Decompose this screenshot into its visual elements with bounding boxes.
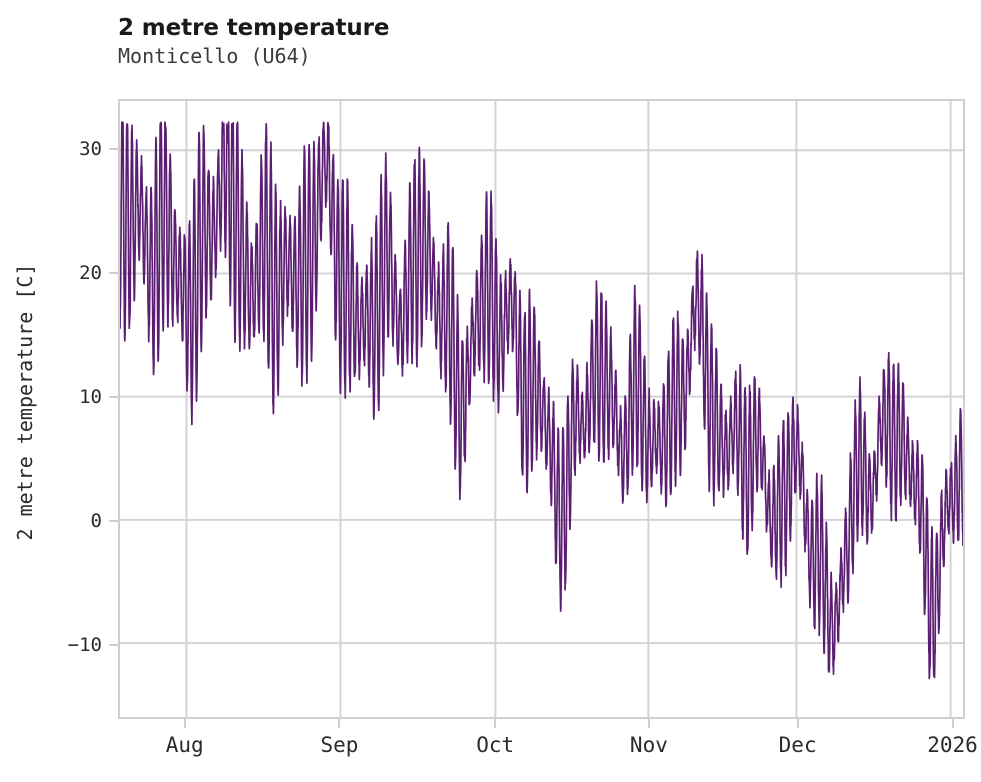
x-axis-tick-mark	[647, 719, 650, 728]
temperature-line-path	[120, 121, 963, 680]
temperature-series-line	[120, 121, 963, 680]
chart-subtitle: Monticello (U64)	[118, 44, 311, 68]
page-title: 2 metre temperature	[118, 15, 390, 41]
title-block: 2 metre temperature Monticello (U64)	[118, 14, 818, 69]
x-axis-tick-label: 2026	[927, 733, 978, 757]
x-axis-tick-label: Nov	[629, 733, 668, 757]
x-axis-tick-mark	[796, 719, 799, 728]
y-axis-tick-mark	[109, 271, 118, 274]
y-axis-tick-label: 30	[79, 137, 102, 160]
x-axis-tick-label: Dec	[778, 733, 817, 757]
plot-area	[118, 99, 965, 719]
y-axis-tick-marks	[108, 99, 118, 719]
y-axis-tick-mark	[109, 147, 118, 150]
x-axis-tick-label: Aug	[165, 733, 204, 757]
x-axis-tick-label: Oct	[476, 733, 515, 757]
y-axis-tick-mark	[109, 395, 118, 398]
y-axis-tick-labels: 30 20 10 0 −10	[0, 99, 102, 719]
x-axis-tick-label: Sep	[320, 733, 359, 757]
y-axis-tick-label: −10	[67, 633, 102, 656]
y-axis-tick-label: 20	[79, 261, 102, 284]
x-axis-tick-labels: Aug Sep Oct Nov Dec 2026	[118, 733, 978, 773]
x-axis-tick-marks	[118, 719, 965, 729]
x-axis-tick-mark	[951, 719, 954, 728]
y-axis-tick-mark	[109, 643, 118, 646]
y-axis-tick-label: 10	[79, 385, 102, 408]
x-axis-tick-mark	[338, 719, 341, 728]
y-axis-tick-mark	[109, 519, 118, 522]
y-axis-tick-label: 0	[90, 509, 102, 532]
x-axis-tick-mark	[183, 719, 186, 728]
x-axis-tick-mark	[494, 719, 497, 728]
